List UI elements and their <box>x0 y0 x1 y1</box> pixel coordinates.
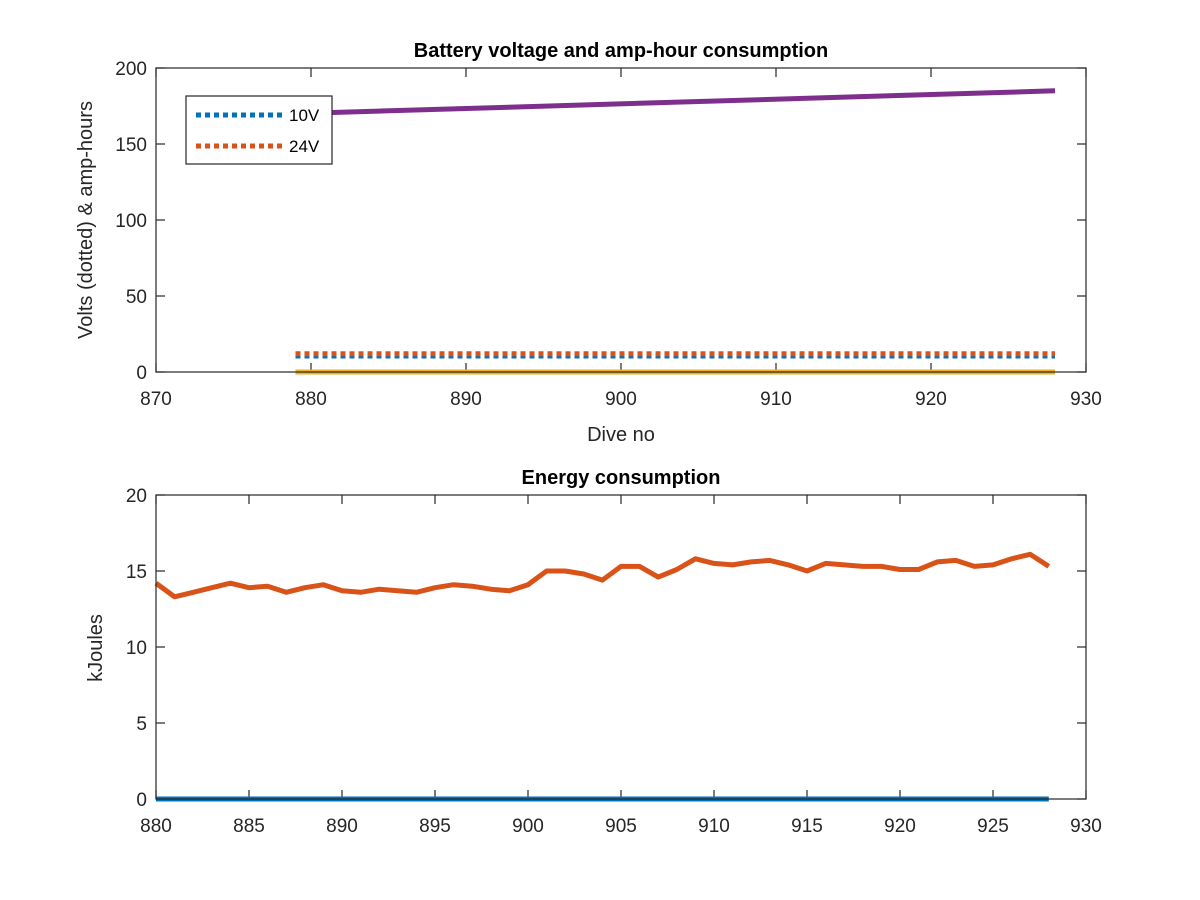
voltage-y-tick-label: 100 <box>115 211 147 232</box>
energy-y-tick-label: 15 <box>126 562 147 583</box>
energy-plot-title: Energy consumption <box>522 467 721 489</box>
energy-x-tick-label: 905 <box>605 816 637 837</box>
energy-y-tick-label: 10 <box>126 638 147 659</box>
voltage-plot-title: Battery voltage and amp-hour consumption <box>414 40 828 62</box>
energy-y-axis-label: kJoules <box>85 614 107 682</box>
voltage-y-tick-label: 0 <box>136 363 147 384</box>
voltage-x-tick-label: 870 <box>140 389 172 410</box>
voltage-x-tick-label: 930 <box>1070 389 1102 410</box>
energy-x-tick-label: 920 <box>884 816 916 837</box>
voltage-y-tick-label: 50 <box>126 287 147 308</box>
energy-x-tick-label: 890 <box>326 816 358 837</box>
voltage-ticks: 870 880 890 900 910 920 930 0 50 100 150 200 <box>115 59 1102 410</box>
voltage-subplot: Battery voltage and amp-hour consumption… <box>75 40 1102 446</box>
energy-x-tick-label: 910 <box>698 816 730 837</box>
energy-axes-box <box>155 494 1087 800</box>
energy-x-tick-label: 880 <box>140 816 172 837</box>
legend-24v-label: 24V <box>289 137 320 156</box>
energy-subplot: Energy consumption kJoules 880 885 890 895 9… <box>85 467 1102 837</box>
voltage-x-tick-label: 900 <box>605 389 637 410</box>
energy-series-line-1 <box>154 551 1051 600</box>
energy-x-tick-label: 915 <box>791 816 823 837</box>
voltage-axes-box <box>155 67 1087 373</box>
voltage-x-tick-label: 920 <box>915 389 947 410</box>
energy-x-tick-label: 925 <box>977 816 1009 837</box>
voltage-x-tick-label: 910 <box>760 389 792 410</box>
energy-y-tick-label: 20 <box>126 486 147 507</box>
energy-x-tick-label: 900 <box>512 816 544 837</box>
energy-ticks: 880 885 890 895 900 905 910 915 920 925 930 0 5 10 15 2… <box>126 486 1102 837</box>
energy-x-tick-label: 885 <box>233 816 265 837</box>
voltage-x-tick-label: 890 <box>450 389 482 410</box>
legend-box <box>185 95 333 165</box>
voltage-y-tick-label: 150 <box>115 135 147 156</box>
voltage-y-axis-label: Volts (dotted) & amp-hours <box>75 101 97 339</box>
legend-10v-label: 10V <box>289 106 320 125</box>
voltage-x-axis-label: Dive no <box>587 424 655 446</box>
voltage-legend: 10V 24V <box>185 95 333 165</box>
energy-x-tick-label: 895 <box>419 816 451 837</box>
voltage-x-tick-label: 880 <box>295 389 327 410</box>
voltage-series-line-3 <box>295 88 1056 117</box>
energy-x-tick-label: 930 <box>1070 816 1102 837</box>
voltage-y-tick-label: 200 <box>115 59 147 80</box>
energy-y-tick-label: 0 <box>136 790 147 811</box>
energy-y-tick-label: 5 <box>136 714 147 735</box>
